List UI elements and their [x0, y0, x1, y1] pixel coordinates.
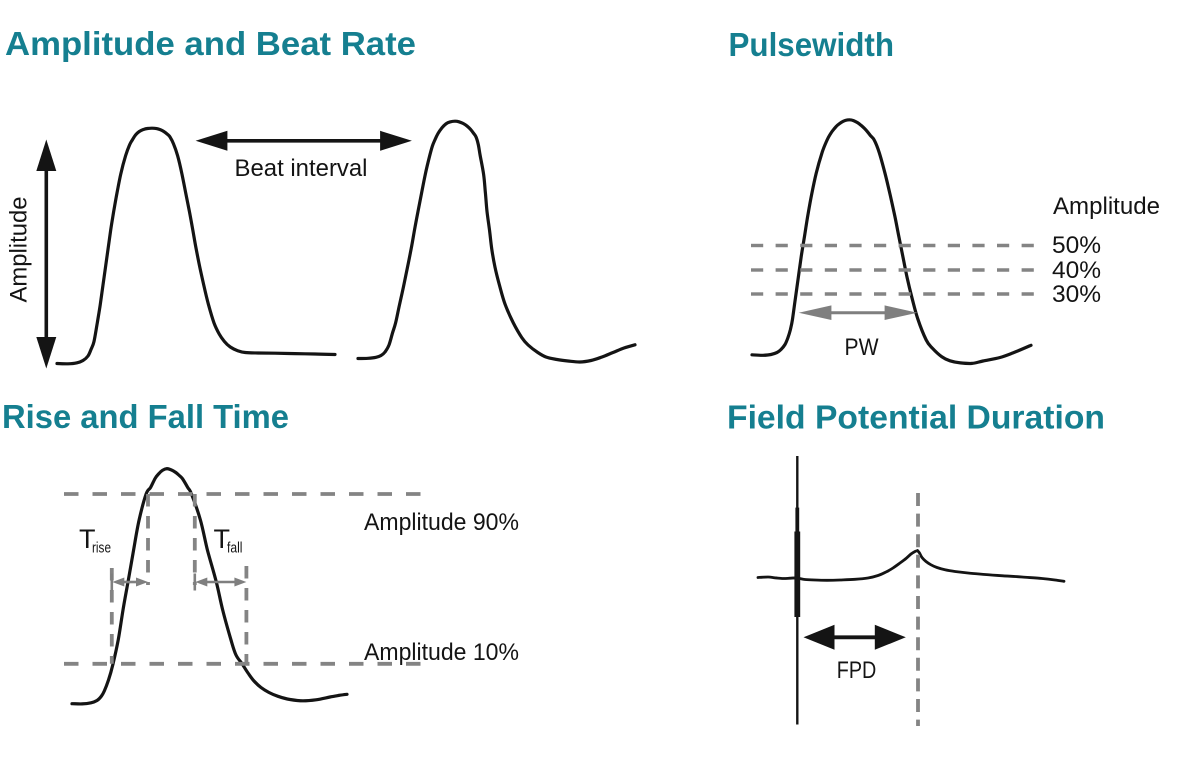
svg-text:rise: rise [92, 540, 111, 557]
svg-text:Beat interval: Beat interval [235, 155, 368, 182]
svg-text:30%: 30% [1052, 281, 1101, 308]
svg-text:FPD: FPD [837, 657, 877, 684]
svg-text:T: T [214, 524, 231, 554]
svg-text:Pulsewidth: Pulsewidth [729, 26, 895, 63]
svg-text:fall: fall [227, 540, 243, 557]
svg-text:Amplitude 90%: Amplitude 90% [364, 509, 519, 536]
svg-text:PW: PW [845, 334, 880, 361]
svg-text:Amplitude and Beat Rate: Amplitude and Beat Rate [5, 25, 416, 62]
svg-text:Field Potential Duration: Field Potential Duration [727, 399, 1105, 436]
svg-text:50%: 50% [1052, 232, 1101, 259]
svg-text:40%: 40% [1052, 257, 1101, 284]
svg-text:Amplitude 10%: Amplitude 10% [364, 639, 519, 666]
svg-text:Rise and Fall Time: Rise and Fall Time [2, 398, 289, 435]
svg-text:Amplitude: Amplitude [1053, 193, 1160, 220]
svg-text:Amplitude: Amplitude [6, 197, 33, 303]
svg-text:T: T [79, 524, 96, 554]
